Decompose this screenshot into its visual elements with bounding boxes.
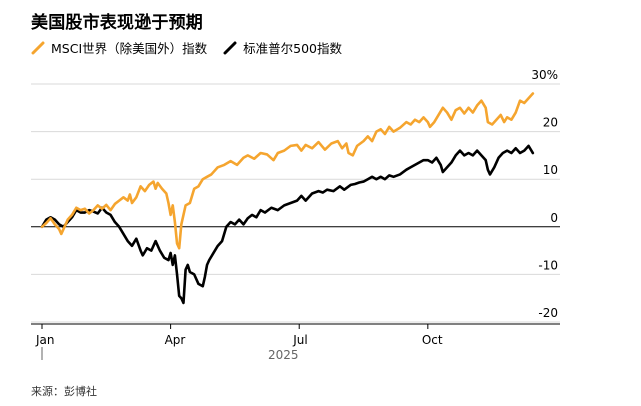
y-tick-label: 30% (531, 68, 558, 82)
year-label: 2025 (268, 348, 299, 362)
axis-layer (31, 323, 560, 360)
chart-title: 美国股市表现逊于预期 (31, 13, 203, 33)
series-layer (40, 92, 535, 305)
x-tick-label: Apr (165, 333, 186, 347)
legend-item-sp500: 标准普尔500指数 (223, 38, 342, 57)
y-tick-label: -10 (538, 258, 558, 272)
x-tick-label: Oct (422, 333, 443, 347)
source-note: 来源：彭博社 (31, 385, 97, 398)
series-line-sp500 (40, 144, 535, 305)
label-layer: 30% 20 10 0 -10 -20 Jan Apr Jul Oct 2025 (35, 68, 558, 362)
legend-item-msci: MSCI世界（除美国外）指数 (31, 38, 207, 57)
grid-layer (31, 83, 560, 323)
y-tick-label: 0 (550, 211, 558, 225)
legend: MSCI世界（除美国外）指数 标准普尔500指数 (31, 38, 358, 57)
y-tick-label: 10 (543, 163, 558, 177)
series-line-msci (40, 92, 535, 250)
legend-swatch-msci-icon (31, 41, 45, 54)
y-tick-label: -20 (538, 306, 558, 320)
x-tick-label: Jul (292, 333, 307, 347)
y-tick-label: 20 (543, 116, 558, 130)
x-tick-label: Jan (35, 333, 55, 347)
legend-swatch-sp500-icon (223, 41, 237, 54)
legend-label-sp500: 标准普尔500指数 (243, 41, 342, 56)
legend-label-msci: MSCI世界（除美国外）指数 (51, 41, 208, 56)
